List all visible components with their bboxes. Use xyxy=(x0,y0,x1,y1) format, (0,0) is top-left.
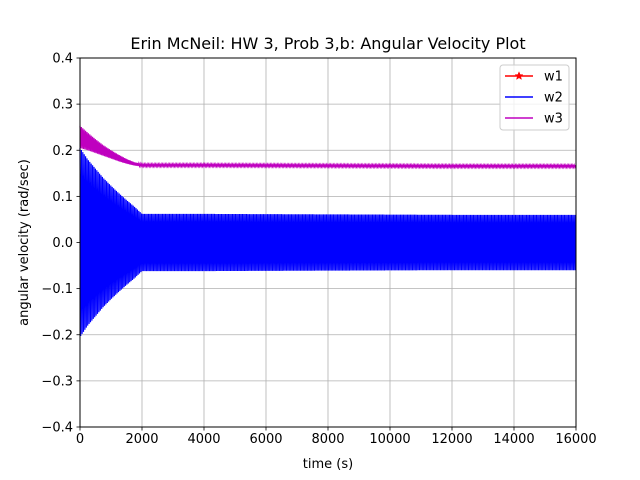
x-axis-label: time (s) xyxy=(303,457,353,472)
x-tick-label: 14000 xyxy=(493,432,534,447)
y-tick-label: −0.1 xyxy=(41,282,73,297)
legend-label-w2: w2 xyxy=(544,91,563,106)
legend: w1 w2 w3 xyxy=(499,64,570,131)
y-tick-label: −0.2 xyxy=(41,328,73,343)
x-tick-label: 16000 xyxy=(555,432,596,447)
x-axis-ticks: 0 2000 4000 6000 8000 10000 12000 14000 16000 xyxy=(76,427,597,447)
x-tick-label: 12000 xyxy=(431,432,472,447)
series-w2-line xyxy=(79,147,577,337)
series-w3-line xyxy=(79,125,577,170)
y-axis-label: angular velocity (rad/sec) xyxy=(17,159,32,326)
plot-series xyxy=(79,125,577,337)
y-axis-ticks: −0.4 −0.3 −0.2 −0.1 0.0 0.1 0.2 0.3 0.4 xyxy=(41,52,80,436)
x-tick-label: 6000 xyxy=(249,432,282,447)
legend-label-w1: w1 xyxy=(544,70,563,85)
y-tick-label: 0.1 xyxy=(52,190,73,205)
y-tick-label: −0.3 xyxy=(41,374,73,389)
x-tick-label: 10000 xyxy=(369,432,410,447)
y-tick-label: −0.4 xyxy=(41,421,73,436)
legend-marker-w1 xyxy=(514,71,524,80)
y-tick-label: 0.3 xyxy=(52,98,73,113)
x-tick-label: 4000 xyxy=(187,432,220,447)
x-tick-label: 8000 xyxy=(311,432,344,447)
legend-label-w3: w3 xyxy=(544,112,563,127)
chart-title: Erin McNeil: HW 3, Prob 3,b: Angular Vel… xyxy=(130,34,525,53)
x-tick-label: 2000 xyxy=(125,432,158,447)
y-tick-label: 0.2 xyxy=(52,144,73,159)
y-tick-label: 0.4 xyxy=(52,52,73,67)
y-tick-label: 0.0 xyxy=(52,236,73,251)
x-tick-label: 0 xyxy=(76,432,84,447)
legend-box xyxy=(499,64,570,131)
